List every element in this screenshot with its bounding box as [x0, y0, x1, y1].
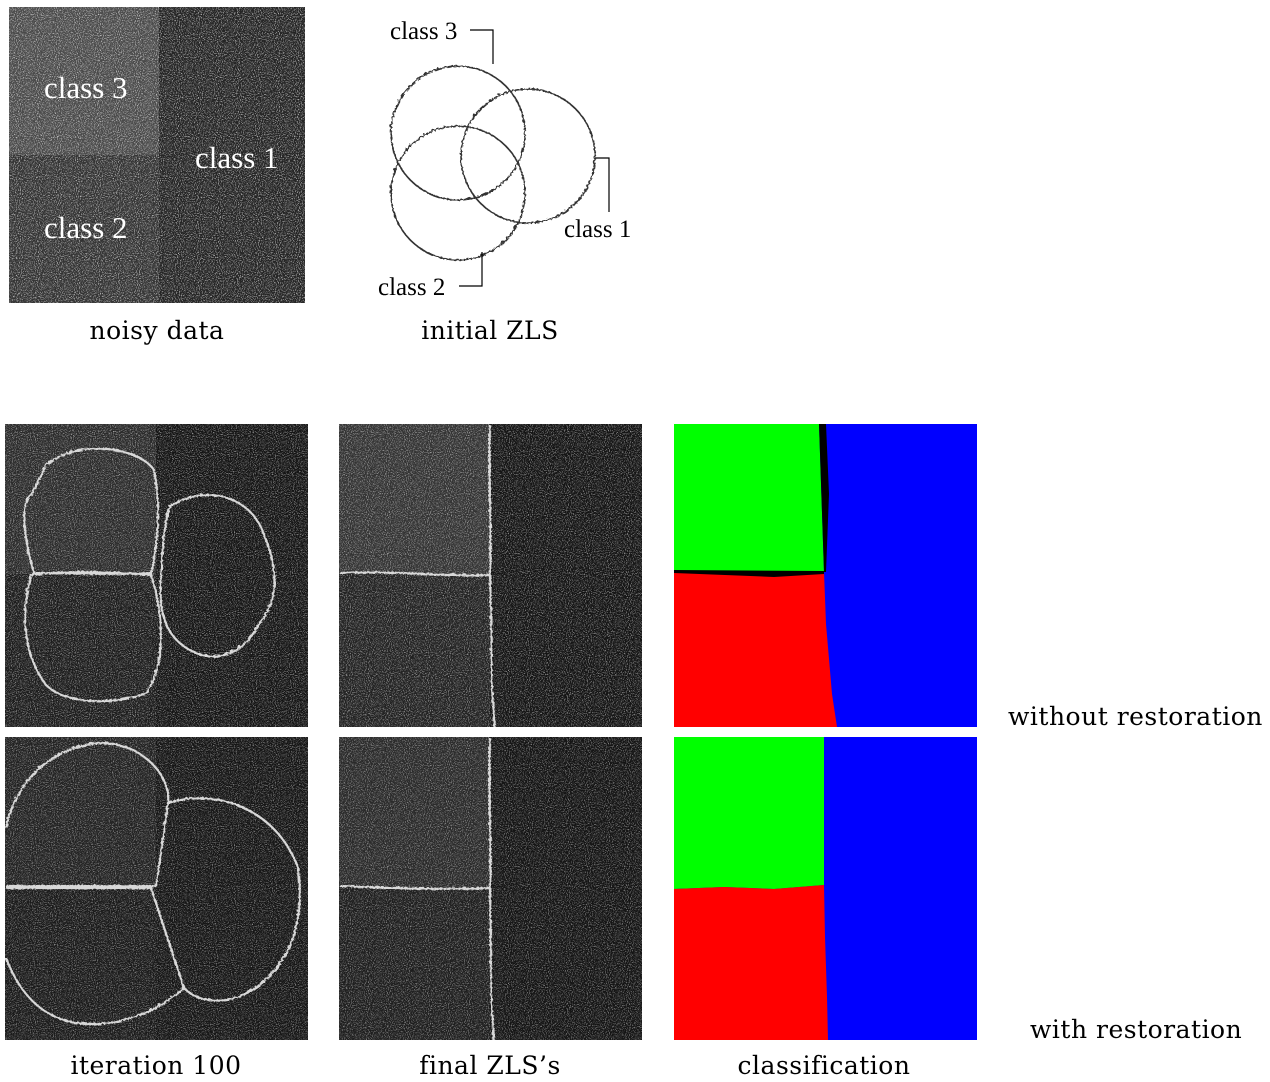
noisy-data-image: [9, 7, 305, 303]
classification-no-restoration: [674, 424, 977, 727]
row-label-with-restoration: with restoration: [1030, 1015, 1243, 1044]
zls-class2-label: class 2: [378, 274, 446, 301]
zls-circle-class2: [389, 124, 525, 260]
final-zls-with-restoration: [339, 737, 642, 1040]
iteration-100-caption: iteration 100: [70, 1051, 242, 1080]
noisy-data-caption: noisy data: [89, 316, 225, 345]
zls-class3-label: class 3: [390, 18, 458, 45]
noisy-class2-label: class 2: [44, 210, 128, 245]
zls-class1-label: class 1: [564, 216, 632, 243]
zls-circle-class1: [459, 87, 595, 223]
classification-caption: classification: [737, 1051, 911, 1080]
noisy-class3-label: class 3: [44, 70, 128, 105]
noisy-class1-label: class 1: [195, 140, 279, 175]
final-zls-caption: final ZLS’s: [419, 1051, 561, 1080]
classification-with-restoration: [674, 737, 977, 1040]
initial-zls-diagram: [380, 20, 650, 300]
final-zls-no-restoration: [339, 424, 642, 727]
initial-zls-caption: initial ZLS: [421, 316, 559, 345]
zls-circle-class3: [389, 64, 525, 200]
iteration-100-with-restoration: [5, 737, 308, 1040]
iteration-100-no-restoration: [5, 424, 308, 727]
row-label-without-restoration: without restoration: [1008, 702, 1263, 731]
